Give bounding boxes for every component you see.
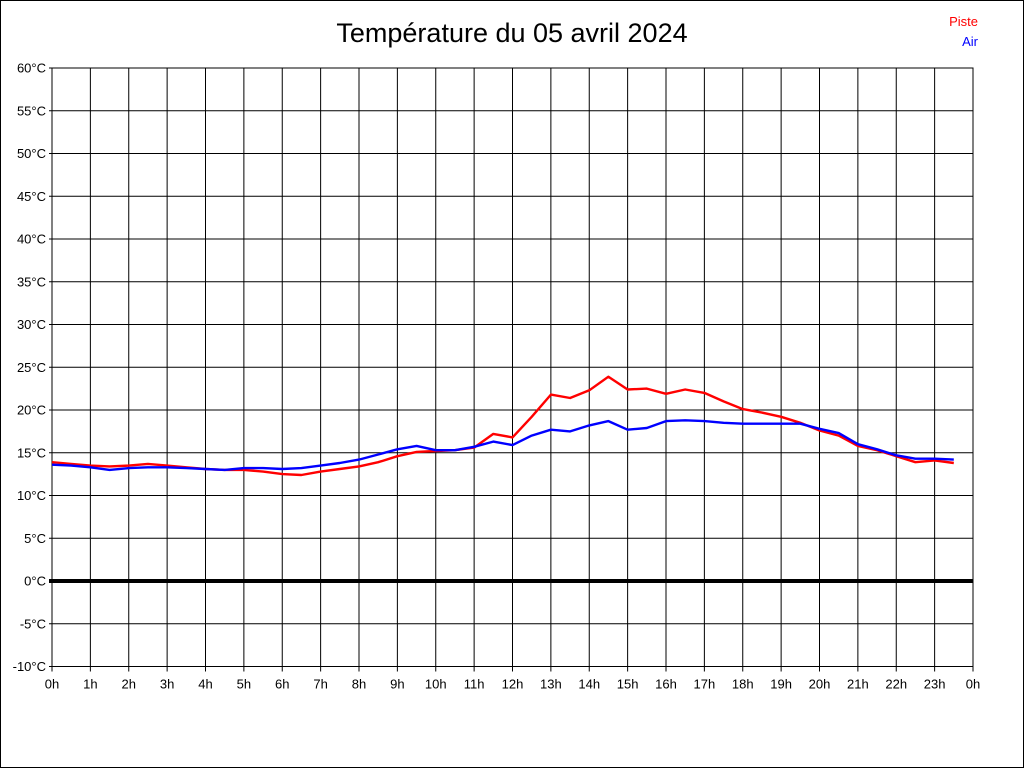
y-axis-label: 20°C xyxy=(17,403,46,418)
x-axis-label: 14h xyxy=(578,677,600,692)
x-axis-label: 1h xyxy=(83,677,97,692)
x-axis-label: 18h xyxy=(732,677,754,692)
x-axis-label: 23h xyxy=(924,677,946,692)
y-axis-label: 45°C xyxy=(17,189,46,204)
x-axis-label: 2h xyxy=(122,677,136,692)
x-axis-label: 6h xyxy=(275,677,289,692)
x-axis-label: 4h xyxy=(198,677,212,692)
x-axis-label: 21h xyxy=(847,677,869,692)
x-axis-label: 9h xyxy=(390,677,404,692)
y-axis-label: -10°C xyxy=(13,659,46,674)
legend-item-piste: Piste xyxy=(949,14,978,29)
y-axis-label: 5°C xyxy=(24,531,46,546)
legend: Piste Air xyxy=(949,12,978,52)
x-axis-label: 13h xyxy=(540,677,562,692)
x-axis-label: 0h xyxy=(45,677,59,692)
y-axis-label: 10°C xyxy=(17,488,46,503)
series-line-piste xyxy=(51,375,954,477)
legend-item-air: Air xyxy=(962,34,978,49)
x-axis-label: 5h xyxy=(237,677,251,692)
plot-border xyxy=(51,67,974,667)
x-axis-label: 22h xyxy=(885,677,907,692)
series-line-air xyxy=(51,419,954,472)
y-axis-label: 0°C xyxy=(24,574,46,589)
x-axis-label: 7h xyxy=(313,677,327,692)
x-axis-label: 0h xyxy=(966,677,980,692)
x-axis-label: 3h xyxy=(160,677,174,692)
chart-title: Température du 05 avril 2024 xyxy=(336,18,688,48)
x-axis-label: 11h xyxy=(464,677,485,692)
y-axis-label: 50°C xyxy=(17,146,46,161)
y-axis-label: 60°C xyxy=(17,61,46,76)
y-axis-label: -5°C xyxy=(20,616,46,631)
x-axis-label: 12h xyxy=(502,677,524,692)
y-axis-label: 15°C xyxy=(17,445,46,460)
y-axis-label: 30°C xyxy=(17,317,46,332)
y-axis-label: 55°C xyxy=(17,103,46,118)
x-axis-label: 17h xyxy=(694,677,716,692)
y-axis-label: 35°C xyxy=(17,274,46,289)
x-axis-label: 10h xyxy=(425,677,447,692)
x-axis-label: 19h xyxy=(770,677,792,692)
x-axis-label: 20h xyxy=(809,677,831,692)
y-axis-label: 25°C xyxy=(17,360,46,375)
x-axis-label: 16h xyxy=(655,677,677,692)
x-axis-label: 15h xyxy=(617,677,639,692)
x-axis-label: 8h xyxy=(352,677,366,692)
y-axis-label: 40°C xyxy=(17,232,46,247)
